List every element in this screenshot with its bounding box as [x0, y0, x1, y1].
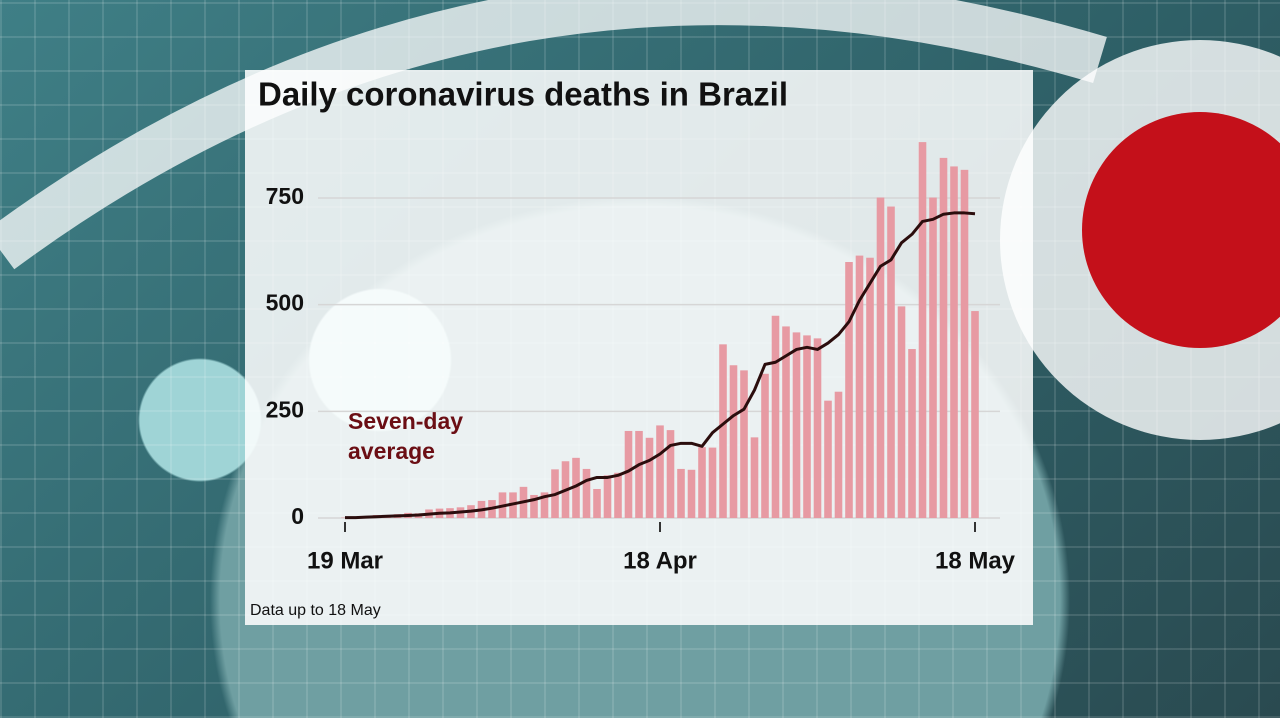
bar: [687, 469, 696, 518]
bar: [708, 447, 717, 518]
x-tick-label: 19 Mar: [307, 547, 383, 574]
y-tick-label: 500: [266, 290, 304, 316]
bar: [971, 311, 979, 518]
bar: [855, 255, 864, 518]
footnote: Data up to 18 May: [250, 602, 381, 619]
annotation: Seven-day: [348, 408, 463, 434]
y-tick-label: 750: [266, 183, 304, 209]
bar: [624, 430, 633, 518]
bar: [824, 400, 832, 518]
bar: [782, 326, 790, 518]
bar: [803, 335, 811, 518]
bar: [876, 197, 885, 518]
chart-panel: [245, 70, 1033, 625]
x-tick-label: 18 May: [935, 547, 1016, 574]
bar: [740, 370, 748, 518]
bar: [897, 306, 906, 518]
bar: [614, 472, 622, 518]
bar: [572, 457, 580, 518]
bar: [929, 197, 937, 518]
decor-red-circle: [1082, 112, 1280, 348]
x-tick-label: 18 Apr: [623, 547, 697, 574]
bar: [908, 349, 916, 518]
bar: [845, 262, 853, 518]
bar: [792, 332, 801, 518]
bar: [593, 488, 601, 518]
bar: [761, 373, 769, 518]
bar: [635, 430, 643, 518]
bar: [834, 391, 843, 518]
bar: [603, 475, 612, 518]
bar: [656, 425, 664, 518]
y-tick-label: 0: [291, 503, 304, 529]
bar: [939, 157, 948, 519]
bar: [866, 257, 874, 518]
bar: [582, 468, 591, 518]
bar: [950, 166, 958, 518]
bar: [645, 437, 654, 518]
bar: [729, 365, 738, 518]
bar: [540, 492, 549, 518]
bar: [719, 344, 727, 518]
bar: [813, 338, 822, 518]
average-line: [345, 211, 976, 520]
annotation: average: [348, 438, 435, 464]
decor-arc: [0, 0, 1107, 270]
chart-title: Daily coronavirus deaths in Brazil: [258, 76, 788, 113]
bar: [918, 142, 927, 518]
y-tick-label: 250: [266, 396, 304, 422]
bar: [666, 430, 675, 518]
bar: [960, 169, 969, 518]
bar: [677, 468, 685, 518]
bar: [887, 206, 895, 519]
bar: [530, 494, 538, 518]
bar: [698, 447, 706, 518]
bar: [750, 437, 759, 518]
bar: [771, 315, 780, 518]
